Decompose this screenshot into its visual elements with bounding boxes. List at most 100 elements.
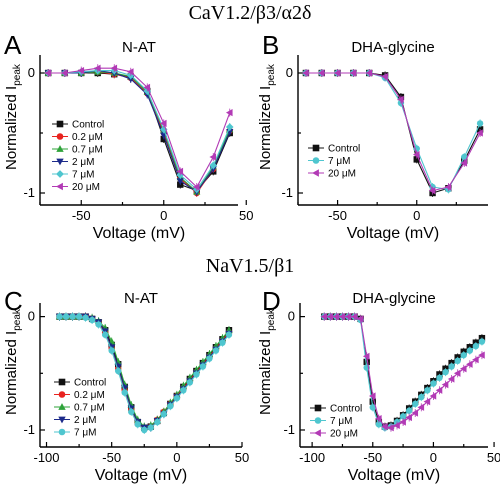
data-point [75, 313, 83, 320]
data-point [320, 313, 328, 321]
data-point [413, 156, 420, 163]
data-point [460, 351, 467, 359]
data-point [209, 153, 217, 161]
data-point [363, 358, 370, 366]
data-point [154, 418, 161, 426]
data-point [108, 347, 115, 354]
data-point [95, 321, 102, 328]
y-axis-label-main: Normalized I [257, 331, 274, 415]
data-point [369, 404, 376, 411]
row-title-bottom: NaV1.5/β1 [206, 255, 295, 277]
data-point [209, 161, 218, 170]
data-point [466, 360, 473, 368]
legend-marker [56, 170, 64, 178]
panel-title: N-AT [122, 39, 156, 56]
data-point [478, 351, 485, 359]
x-tick-label: -50 [328, 208, 347, 223]
y-tick-label: -1 [23, 422, 35, 437]
panel-label: D [262, 286, 281, 316]
data-point [442, 368, 449, 376]
data-point [344, 313, 352, 321]
data-point [412, 151, 420, 159]
data-point [302, 69, 309, 77]
x-axis-label: Voltage (mV) [348, 467, 440, 484]
y-axis-label: Normalized Ipeak [3, 63, 23, 170]
data-point [476, 120, 484, 127]
x-tick-label: 50 [487, 450, 500, 465]
data-point [454, 357, 461, 365]
y-tick-label: -1 [281, 185, 293, 200]
panel-label: C [4, 286, 23, 316]
x-tick-label: 50 [239, 208, 253, 223]
legend-marker [314, 417, 322, 424]
data-point [369, 398, 376, 405]
x-axis-label: Voltage (mV) [93, 225, 185, 242]
y-axis-label-subscript: peak [266, 63, 277, 86]
x-axis-label: Voltage (mV) [95, 467, 187, 484]
panel-title: DHA-glycine [352, 290, 435, 307]
data-point [447, 375, 455, 383]
data-point [193, 371, 200, 378]
y-tick-label: 0 [286, 65, 293, 80]
x-tick-label: -50 [72, 208, 91, 223]
legend-label: 7 μM [328, 156, 350, 167]
data-point [326, 313, 334, 321]
data-point [186, 379, 194, 386]
data-point [381, 422, 388, 431]
data-point [173, 395, 181, 402]
row-title-top: CaV1.2/β3/α2δ [189, 2, 312, 24]
data-point [114, 358, 122, 365]
data-point [453, 369, 461, 377]
y-axis-label: Normalized Ipeak [257, 63, 277, 170]
data-point [338, 313, 346, 321]
data-point [134, 421, 141, 428]
x-tick-label: 0 [430, 450, 437, 465]
data-point [225, 123, 234, 131]
legend-marker [314, 429, 321, 437]
y-axis-label-main: Normalized I [3, 86, 20, 170]
legend-label: 20 μM [328, 169, 356, 180]
data-point [459, 365, 467, 373]
data-point [192, 183, 200, 191]
chart-panel-c: -100 -50 0 50 0 -1 C N-AT Voltage (mV) Normalized… [3, 286, 249, 484]
legend-label: Control [330, 404, 362, 415]
legend-marker [56, 145, 64, 152]
x-tick-label: 0 [173, 450, 180, 465]
y-tick-label: -1 [283, 422, 295, 437]
data-point [180, 387, 187, 394]
legend-marker [314, 404, 322, 412]
data-point [127, 76, 135, 83]
data-point [448, 363, 455, 370]
legend-label: 2 μM [74, 415, 96, 426]
data-point [411, 409, 419, 417]
legend-marker [56, 120, 64, 128]
legend-label: Control [74, 378, 106, 389]
x-tick-label: -100 [34, 450, 60, 465]
data-point [167, 402, 174, 410]
x-axis-label: Voltage (mV) [347, 225, 439, 242]
chart-panel-a: -50 0 50 0 -1 A N-AT Voltage (mV) Normalized Ipe… [3, 30, 253, 242]
data-point [126, 68, 134, 76]
data-point [424, 387, 431, 394]
y-axis-label-main: Normalized I [257, 86, 274, 170]
legend-label: 0.7 μM [72, 145, 103, 156]
data-point [428, 187, 436, 195]
y-axis-label: Normalized Ipeak [3, 308, 23, 415]
data-point [478, 338, 486, 345]
data-point [375, 415, 382, 423]
x-tick-label: -50 [102, 450, 121, 465]
panel-title: DHA-glycine [351, 39, 434, 56]
legend-marker [56, 182, 63, 191]
data-point [69, 313, 76, 320]
data-point [160, 410, 168, 418]
chart-panel-d: -100 -50 0 50 0 -1 D DHA-glycine Voltage (mV) Nor… [257, 286, 500, 484]
data-point [60, 69, 68, 77]
data-point [141, 426, 148, 434]
data-point [430, 380, 437, 387]
data-point [399, 413, 407, 420]
x-tick-label: -50 [363, 450, 382, 465]
legend-label: 0.2 μM [72, 132, 103, 143]
data-point [349, 69, 357, 77]
data-point [397, 95, 404, 103]
data-point [44, 69, 52, 77]
